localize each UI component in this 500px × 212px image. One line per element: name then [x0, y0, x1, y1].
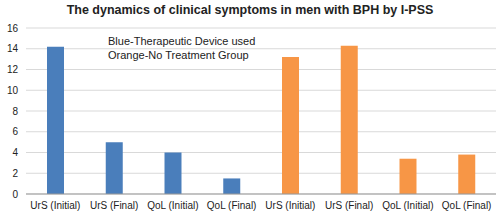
svg-text:UrS (Final): UrS (Final) — [90, 200, 138, 211]
html-text:Blue-Therapeutic Device used: Blue-Therapeutic Device used — [108, 35, 256, 47]
svg-text:16: 16 — [7, 23, 19, 34]
svg-text:QoL (Initial): QoL (Initial) — [382, 200, 433, 211]
html-text:The dynamics of clinical sympt: The dynamics of clinical symptoms in men… — [66, 3, 434, 17]
html-text:Orange-No Treatment Group: Orange-No Treatment Group — [108, 49, 249, 61]
svg-text:QoL (Final): QoL (Final) — [442, 200, 492, 211]
svg-text:8: 8 — [12, 106, 18, 117]
svg-text:0: 0 — [12, 189, 18, 200]
svg-text:UrS (Initial): UrS (Initial) — [265, 200, 315, 211]
svg-text:14: 14 — [7, 43, 19, 54]
svg-text:QoL (Final): QoL (Final) — [207, 200, 257, 211]
svg-text:12: 12 — [7, 64, 19, 75]
svg-text:UrS (Initial): UrS (Initial) — [30, 200, 80, 211]
svg-text:QoL (Initial): QoL (Initial) — [147, 200, 198, 211]
svg-text:4: 4 — [12, 147, 18, 158]
svg-text:6: 6 — [12, 126, 18, 137]
svg-text:2: 2 — [12, 168, 18, 179]
svg-text:UrS (Final): UrS (Final) — [325, 200, 373, 211]
svg-text:10: 10 — [7, 85, 19, 96]
